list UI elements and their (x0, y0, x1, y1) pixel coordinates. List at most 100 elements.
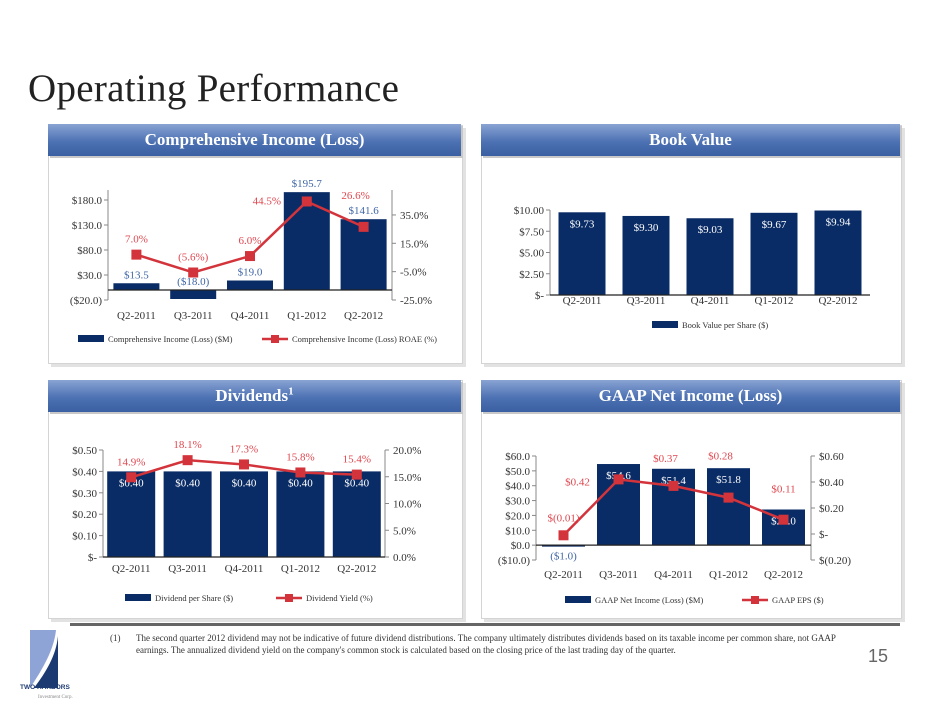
bar (686, 218, 734, 295)
line-label: $0.37 (653, 453, 678, 465)
bar (227, 280, 273, 290)
bar-label: $0.40 (175, 477, 200, 489)
bar-label: $9.03 (698, 224, 723, 236)
bar-label: $0.40 (232, 477, 257, 489)
line-label: 15.8% (286, 451, 314, 463)
category-label: Q4-2011 (691, 295, 730, 307)
bar-label: $0.40 (344, 477, 369, 489)
line-marker (558, 530, 569, 541)
y-tick-label: $7.50 (519, 226, 544, 238)
category-label: Q3-2011 (599, 569, 638, 581)
bar-label: $0.40 (288, 477, 313, 489)
footnote: (1) The second quarter 2012 dividend may… (110, 632, 850, 656)
category-label: Q3-2011 (174, 310, 213, 322)
bar-label: $19.0 (238, 267, 263, 279)
line-label: $0.42 (565, 476, 590, 488)
legend-swatch-marker (285, 594, 293, 602)
y2-tick-label: $0.40 (819, 477, 844, 489)
y-tick-label: ($20.0) (70, 295, 102, 307)
category-label: Q2-2012 (764, 569, 803, 581)
logo-subtitle: Investment Corp. (38, 695, 73, 700)
header-book-value: Book Value (481, 124, 900, 156)
category-label: Q2-2011 (544, 569, 583, 581)
y-tick-label: $60.0 (505, 451, 530, 463)
y2-tick-label: $- (819, 529, 829, 541)
y-tick-label: $0.30 (72, 488, 97, 500)
legend-label: GAAP Net Income (Loss) ($M) (595, 595, 703, 605)
header-comprehensive-income: Comprehensive Income (Loss) (48, 124, 461, 156)
line-label: 7.0% (125, 234, 148, 246)
y2-tick-label: $0.20 (819, 503, 844, 515)
y-tick-label: $40.0 (505, 481, 530, 493)
y-tick-label: $0.0 (511, 540, 531, 552)
y2-tick-label: 0.0% (393, 552, 416, 564)
header-dividends-label: Dividends (215, 386, 289, 405)
line-marker (778, 514, 789, 525)
footnote-number: (1) (110, 633, 121, 643)
line-marker (131, 249, 142, 260)
legend-swatch-bar (565, 596, 591, 603)
line-marker (182, 455, 193, 466)
legend-label: Dividend Yield (%) (306, 593, 373, 603)
panel-comprehensive-income (48, 125, 463, 364)
line-marker (358, 221, 369, 232)
line-label: $0.11 (771, 484, 795, 496)
y-tick-label: $10.00 (514, 205, 545, 217)
bar (814, 210, 862, 295)
line-label: 6.0% (239, 235, 262, 247)
bar (113, 283, 160, 290)
bar (558, 212, 606, 295)
bar-label: $9.30 (634, 222, 659, 234)
y-tick-label: ($10.0) (498, 555, 530, 567)
y2-tick-label: 10.0% (393, 499, 421, 511)
line-label: 26.6% (341, 190, 369, 202)
footer-divider (70, 623, 900, 626)
bar-label: $9.67 (762, 219, 787, 231)
bar-label: $13.5 (124, 269, 149, 281)
y-tick-label: $30.0 (505, 496, 530, 508)
bar-label: ($18.0) (177, 276, 209, 288)
bar (542, 545, 585, 547)
y2-tick-label: -25.0% (400, 295, 432, 307)
y2-tick-label: 15.0% (393, 472, 421, 484)
category-label: Q2-2011 (112, 563, 151, 575)
legend-swatch-bar (125, 594, 151, 601)
y-tick-label: $20.0 (505, 510, 530, 522)
legend-label: Dividend per Share ($) (155, 593, 233, 603)
bar (163, 471, 212, 557)
y2-tick-label: 15.0% (400, 238, 428, 250)
y-tick-label: $5.00 (519, 248, 544, 260)
line-label: $0.28 (708, 451, 733, 463)
y-tick-label: $0.10 (72, 531, 97, 543)
line-label: 15.4% (343, 454, 371, 466)
category-label: Q1-2012 (281, 563, 320, 575)
category-label: Q1-2012 (709, 569, 748, 581)
y-tick-label: $80.0 (77, 245, 102, 257)
y2-tick-label: 5.0% (393, 525, 416, 537)
legend-swatch-bar (652, 321, 678, 328)
bar-label: $51.4 (661, 475, 686, 487)
bar-label: $51.8 (716, 474, 741, 486)
bar-label: $141.6 (348, 205, 379, 217)
bar-label: $9.73 (570, 218, 595, 230)
line-label: 17.3% (230, 443, 258, 455)
line-marker (301, 196, 312, 207)
legend-swatch-marker (751, 596, 759, 604)
logo-name: TWO HARBORS (20, 684, 70, 691)
y2-tick-label: 20.0% (393, 445, 421, 457)
line-marker (295, 467, 306, 478)
line-label: 14.9% (117, 456, 145, 468)
y-tick-label: $30.0 (77, 270, 102, 282)
y-tick-label: $130.0 (72, 220, 103, 232)
legend-label: Comprehensive Income (Loss) ($M) (108, 334, 233, 344)
line-marker (723, 492, 734, 503)
y-tick-label: $180.0 (72, 195, 103, 207)
bar (283, 192, 330, 290)
line-marker (239, 459, 249, 470)
bar (107, 471, 156, 557)
category-label: Q2-2011 (117, 310, 156, 322)
line-marker (188, 267, 199, 278)
y2-tick-label: -5.0% (400, 267, 427, 279)
bar (750, 212, 798, 295)
